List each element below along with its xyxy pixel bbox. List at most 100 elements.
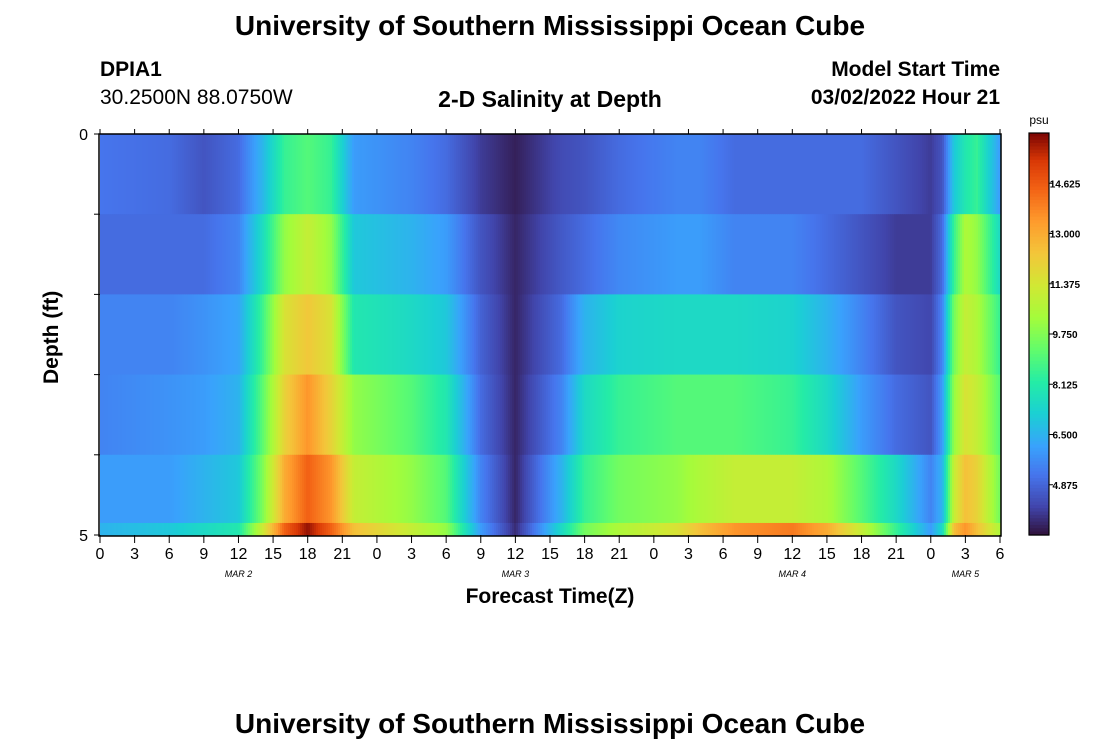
- heatmap-cell: [946, 214, 949, 295]
- heatmap-cell: [914, 374, 917, 456]
- heatmap-cell: [296, 214, 299, 295]
- heatmap-cell: [150, 522, 153, 536]
- heatmap-cell: [796, 522, 799, 536]
- heatmap-cell: [368, 134, 371, 215]
- heatmap-cell: [464, 294, 467, 376]
- heatmap-cell: [190, 294, 193, 376]
- heatmap-cell: [374, 454, 377, 524]
- heatmap-cell: [212, 454, 215, 524]
- heatmap-cell: [266, 374, 269, 456]
- heatmap-cell: [204, 294, 207, 376]
- heatmap-cell: [286, 522, 289, 536]
- heatmap-cell: [228, 374, 231, 456]
- heatmap-cell: [310, 454, 313, 524]
- heatmap-cell: [520, 454, 523, 524]
- heatmap-cell: [842, 374, 845, 456]
- heatmap-cell: [666, 214, 669, 295]
- heatmap-cell: [898, 134, 901, 215]
- heatmap-cell: [318, 374, 321, 456]
- heatmap-cell: [910, 522, 913, 536]
- heatmap-cell: [780, 214, 783, 295]
- heatmap-cell: [294, 522, 297, 536]
- heatmap-cell: [724, 522, 727, 536]
- heatmap-cell: [354, 454, 357, 524]
- heatmap-cell: [938, 374, 941, 456]
- heatmap-cell: [562, 214, 565, 295]
- heatmap-cell: [570, 214, 573, 295]
- heatmap-cell: [276, 374, 279, 456]
- heatmap-cell: [140, 214, 143, 295]
- heatmap-cell: [926, 134, 929, 215]
- heatmap-cell: [826, 522, 829, 536]
- heatmap-cell: [690, 522, 693, 536]
- heatmap-cell: [112, 522, 115, 536]
- heatmap-cell: [402, 214, 405, 295]
- heatmap-cell: [914, 214, 917, 295]
- heatmap-cell: [820, 214, 823, 295]
- heatmap-cell: [716, 454, 719, 524]
- heatmap-cell: [168, 214, 171, 295]
- heatmap-cell: [970, 294, 973, 376]
- heatmap-cell: [886, 522, 889, 536]
- heatmap-cell: [352, 294, 355, 376]
- heatmap-cell: [206, 134, 209, 215]
- heatmap-cell: [682, 522, 685, 536]
- heatmap-cell: [590, 134, 593, 215]
- heatmap-cell: [878, 522, 881, 536]
- heatmap-cell: [302, 214, 305, 295]
- heatmap-cell: [676, 374, 679, 456]
- heatmap-cell: [460, 134, 463, 215]
- heatmap-cell: [880, 454, 883, 524]
- heatmap-cell: [270, 294, 273, 376]
- heatmap-cell: [250, 454, 253, 524]
- heatmap-cell: [216, 134, 219, 215]
- heatmap-cell: [350, 134, 353, 215]
- heatmap-cell: [708, 374, 711, 456]
- heatmap-cell: [370, 374, 373, 456]
- heatmap-cell: [730, 454, 733, 524]
- heatmap-cell: [492, 454, 495, 524]
- heatmap-cell: [620, 214, 623, 295]
- heatmap-cell: [488, 454, 491, 524]
- heatmap-cell: [462, 454, 465, 524]
- colorbar-segment: [1029, 434, 1049, 439]
- heatmap-cell: [790, 374, 793, 456]
- heatmap-cell: [670, 134, 673, 215]
- heatmap-cell: [360, 214, 363, 295]
- colorbar-segment: [1029, 153, 1049, 158]
- heatmap-cell: [954, 374, 957, 456]
- heatmap-cell: [816, 294, 819, 376]
- heatmap-cell: [370, 214, 373, 295]
- heatmap-cell: [692, 214, 695, 295]
- heatmap-cell: [908, 294, 911, 376]
- heatmap-cell: [232, 214, 235, 295]
- heatmap-cell: [560, 454, 563, 524]
- heatmap-cell: [776, 214, 779, 295]
- heatmap-cell: [318, 214, 321, 295]
- heatmap-cell: [348, 522, 351, 536]
- heatmap-cell: [280, 522, 283, 536]
- heatmap-cell: [590, 214, 593, 295]
- heatmap-cell: [346, 374, 349, 456]
- heatmap-cell: [812, 454, 815, 524]
- heatmap-cell: [106, 134, 109, 215]
- heatmap-cell: [254, 214, 257, 295]
- heatmap-cell: [672, 134, 675, 215]
- heatmap-cell: [948, 134, 951, 215]
- x-tick-label: 18: [576, 546, 594, 563]
- heatmap-cell: [496, 214, 499, 295]
- heatmap-cell: [678, 522, 681, 536]
- heatmap-cell: [440, 134, 443, 215]
- heatmap-cell: [242, 454, 245, 524]
- heatmap-cell: [108, 294, 111, 376]
- heatmap-cell: [116, 374, 119, 456]
- heatmap-cell: [258, 294, 261, 376]
- heatmap-cell: [854, 522, 857, 536]
- heatmap-cell: [344, 522, 347, 536]
- heatmap-cell: [986, 134, 989, 215]
- heatmap-cell: [884, 374, 887, 456]
- heatmap-cell: [488, 294, 491, 376]
- colorbar-segment: [1029, 431, 1049, 436]
- heatmap-cell: [148, 294, 151, 376]
- colorbar-segment: [1029, 427, 1049, 432]
